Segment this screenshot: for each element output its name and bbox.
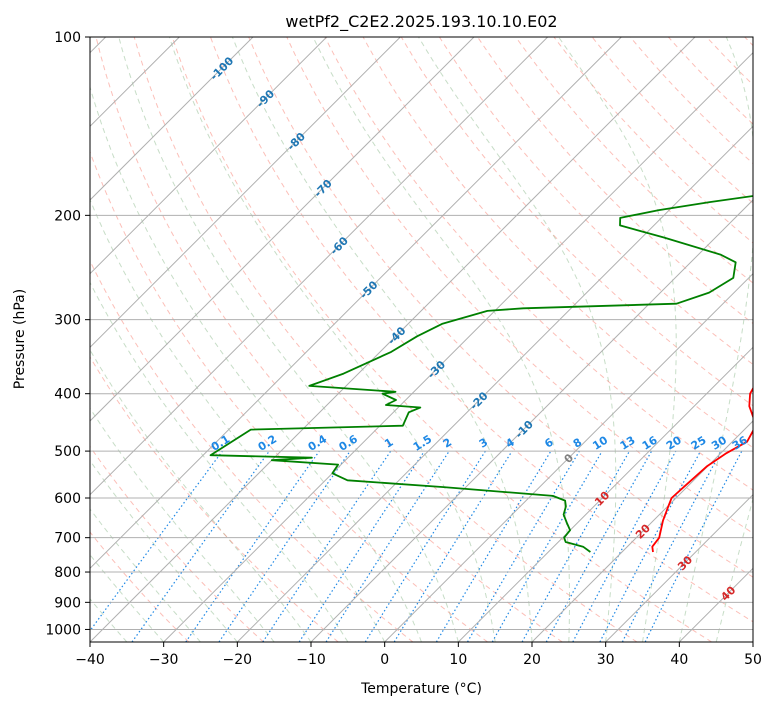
plot-background <box>90 37 753 642</box>
y-tick-label: 600 <box>54 491 81 507</box>
y-tick-label: 500 <box>54 444 81 460</box>
isotherm-grid <box>90 37 753 642</box>
mixing-ratio-line <box>185 450 320 642</box>
isotherm-line <box>236 125 753 642</box>
x-tick-label: −10 <box>296 652 326 668</box>
moist-adiabat-line <box>90 85 422 642</box>
chart-title: wetPf2_C2E2.2025.193.10.10.E02 <box>285 12 557 32</box>
y-axis-label: Pressure (hPa) <box>12 289 28 389</box>
isotherm-line <box>457 346 753 642</box>
isotherm-line <box>163 51 753 642</box>
moist-adiabat-line <box>90 459 238 642</box>
y-tick-label: 700 <box>54 531 81 547</box>
x-tick-label: 30 <box>597 652 615 668</box>
isotherm-line <box>90 37 475 422</box>
isotherm-line <box>90 37 254 201</box>
y-tick-label: 100 <box>54 30 81 46</box>
moist-adiabat-line <box>90 598 128 642</box>
mixing-ratio-lines <box>90 450 743 642</box>
x-tick-label: 10 <box>449 652 467 668</box>
mixing-ratio-line <box>364 450 486 642</box>
dry-adiabat-line <box>248 37 753 578</box>
mixing-ratio-line <box>90 450 223 632</box>
isotherm-line <box>90 37 696 642</box>
x-tick-label: 50 <box>744 652 762 668</box>
dry-adiabat-line <box>324 37 753 491</box>
mixing-ratio-line <box>491 450 603 642</box>
isotherm-line <box>90 37 622 570</box>
y-tick-label: 800 <box>54 565 81 581</box>
temperature-profile-line <box>651 386 753 553</box>
mixing-ratio-line <box>466 450 580 642</box>
dry-adiabats <box>90 37 753 642</box>
isotherm-line <box>90 37 549 496</box>
dewpoint-profile-line <box>209 195 753 553</box>
x-tick-label: −30 <box>149 652 179 668</box>
isotherm-line <box>384 272 753 642</box>
isotherm-line <box>90 37 328 275</box>
isobar-grid <box>90 37 753 630</box>
x-tick-label: 0 <box>380 652 389 668</box>
y-tick-label: 1000 <box>45 622 81 638</box>
x-axis-label: Temperature (°C) <box>360 681 482 697</box>
moist-adiabat-line <box>118 37 459 642</box>
plot-area <box>90 37 753 642</box>
mixing-ratio-line <box>325 450 450 642</box>
sounding-profiles <box>209 195 753 553</box>
mixing-ratio-line <box>572 450 677 642</box>
dry-adiabat-line <box>90 259 414 642</box>
dry-adiabat-line <box>438 37 753 365</box>
y-tick-label: 300 <box>54 313 81 329</box>
mixing-ratio-line <box>218 450 351 642</box>
x-tick-label: −40 <box>75 652 105 668</box>
moist-adiabat-line <box>231 37 533 642</box>
isotherm-line <box>605 493 753 642</box>
dry-adiabat-line <box>90 356 339 642</box>
mixing-ratio-line <box>521 450 631 642</box>
moist-adiabat-line <box>90 554 165 642</box>
y-tick-label: 200 <box>54 208 81 224</box>
plot-frame <box>89 36 754 643</box>
moist-adiabat-line <box>418 37 617 642</box>
isotherm-line <box>310 199 753 642</box>
y-tick-label: 400 <box>54 387 81 403</box>
y-tick-label: 900 <box>54 595 81 611</box>
moist-adiabat-line <box>90 407 275 642</box>
x-tick-label: 20 <box>523 652 541 668</box>
mixing-ratio-line <box>435 450 552 642</box>
dry-adiabat-line <box>90 531 190 642</box>
moist-adiabat-line <box>90 198 386 642</box>
isotherm-line <box>90 37 401 349</box>
x-tick-label: 40 <box>670 652 688 668</box>
dry-adiabat-line <box>210 37 753 623</box>
dry-adiabat-line <box>400 37 753 407</box>
moist-adiabats <box>90 37 753 642</box>
dry-adiabat-line <box>95 37 563 642</box>
dry-adiabat-line <box>286 37 753 534</box>
moist-adiabat-line <box>558 37 677 642</box>
x-axis-ticks: −40 −30 −20 −10 0 10 20 30 40 50 <box>75 642 762 668</box>
moist-adiabat-line <box>90 508 201 642</box>
x-tick-label: −20 <box>223 652 253 668</box>
isotherm-line <box>531 420 753 642</box>
mixing-ratio-line <box>131 450 270 642</box>
moist-adiabat-line <box>312 37 570 642</box>
y-axis-ticks: 100 200 300 400 500 600 700 800 900 1000 <box>45 30 90 638</box>
moist-adiabat-line <box>90 349 312 642</box>
dry-adiabat-line <box>133 37 638 642</box>
mixing-ratio-line <box>393 450 513 642</box>
